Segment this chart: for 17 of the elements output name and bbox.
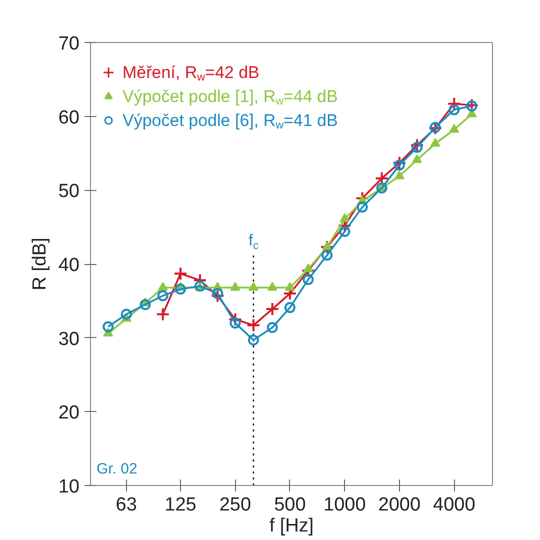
annotation: Gr. 02 [96, 460, 138, 478]
y-tick-label: 20 [58, 402, 80, 424]
y-tick-label: 60 [58, 107, 80, 128]
x-tick-label: 2000 [378, 494, 421, 516]
x-axis-title: f [Hz] [269, 516, 314, 536]
y-axis-title: R [dB] [29, 238, 50, 290]
x-tick-label: 125 [164, 494, 196, 516]
x-tick-label: 250 [219, 494, 252, 516]
y-tick-label: 50 [58, 181, 80, 202]
x-tick-label: 63 [116, 494, 137, 516]
y-tick-label: 30 [58, 328, 80, 350]
y-tick-label: 10 [58, 476, 80, 498]
y-tick-label: 70 [58, 34, 80, 54]
x-tick-label: 4000 [433, 494, 476, 516]
x-tick-label: 500 [274, 494, 306, 516]
x-tick-label: 1000 [324, 494, 366, 516]
y-tick-label: 40 [58, 255, 80, 276]
